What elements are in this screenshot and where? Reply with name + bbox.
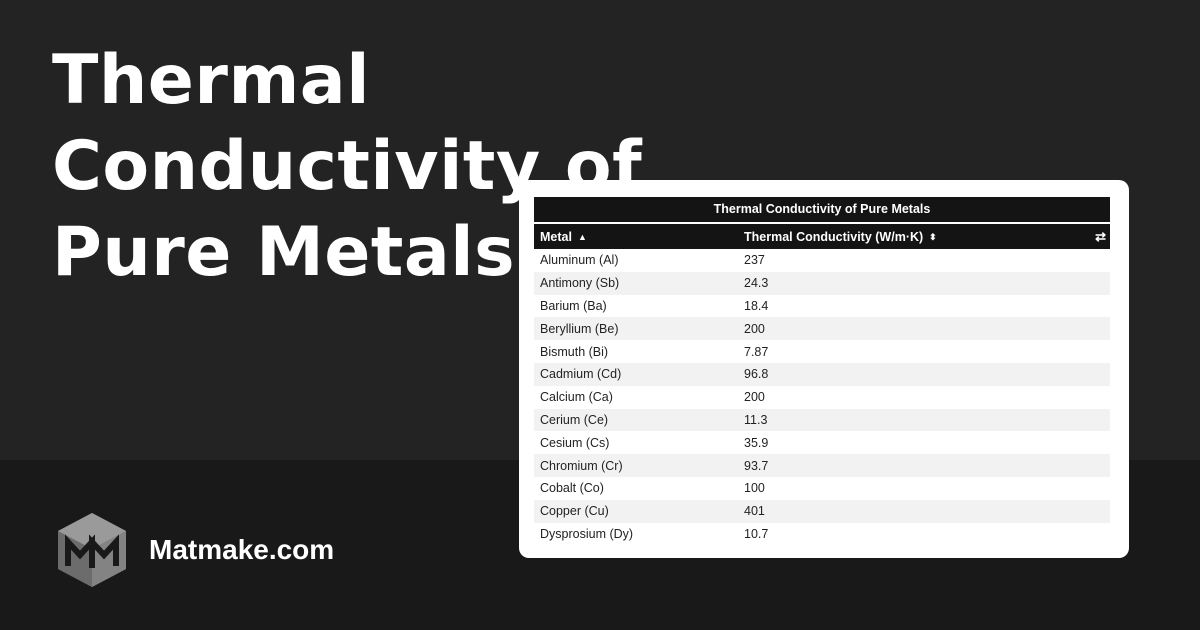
table-row: Cadmium (Cd) 96.8 xyxy=(534,362,1110,386)
column-header-metal-label: Metal xyxy=(540,229,572,244)
table-row: Bismuth (Bi) 7.87 xyxy=(534,340,1110,363)
column-header-thermal-conductivity-label: Thermal Conductivity (W/m·K) xyxy=(744,229,924,244)
metal-cell: Aluminum (Al) xyxy=(540,253,619,268)
swap-arrows-icon[interactable]: ⇄ xyxy=(1095,228,1106,244)
conductivity-cell: 200 xyxy=(738,317,1110,341)
table-body: Aluminum (Al) 237 Antimony (Sb) 24.3 Barium … xyxy=(534,249,1110,545)
conductivity-cell: 237 xyxy=(744,253,765,268)
conductivity-cell: 100 xyxy=(744,481,765,496)
brand: Matmake.com xyxy=(55,510,334,590)
table-row: Beryllium (Be) 200 xyxy=(534,317,1110,341)
conductivity-cell: 35.9 xyxy=(744,435,769,450)
metal-cell: Antimony (Sb) xyxy=(534,271,738,295)
metal-cell: Copper (Cu) xyxy=(534,499,738,523)
table-row: Aluminum (Al) 237 xyxy=(534,249,1110,272)
conductivity-cell: 96.8 xyxy=(738,362,1110,386)
table-row: Chromium (Cr) 93.7 xyxy=(534,454,1110,477)
conductivity-cell: 200 xyxy=(744,390,765,405)
metal-cell: Cerium (Ce) xyxy=(534,408,738,432)
brand-name[interactable]: Matmake.com xyxy=(149,534,335,565)
metal-cell: Calcium (Ca) xyxy=(540,390,613,405)
column-header-metal[interactable]: Metal ▲ xyxy=(534,224,738,249)
conductivity-cell: 24.3 xyxy=(738,271,1110,295)
page-title: Thermal Conductivity of Pure Metals xyxy=(52,38,872,296)
table-row: Dysprosium (Dy) 10.7 xyxy=(534,523,1110,546)
conductivity-cell: 10.7 xyxy=(744,526,769,541)
metal-cell: Cesium (Cs) xyxy=(540,435,610,450)
table-row: Barium (Ba) 18.4 xyxy=(534,295,1110,318)
sort-both-icon: ⬍ xyxy=(929,231,937,242)
table-row: Cesium (Cs) 35.9 xyxy=(534,431,1110,454)
cube-m-logo-icon xyxy=(58,513,126,587)
data-table: Thermal Conductivity of Pure Metals Meta… xyxy=(534,197,1110,545)
metal-cell: Cadmium (Cd) xyxy=(534,362,738,386)
table-row: Antimony (Sb) 24.3 xyxy=(534,271,1110,295)
sort-ascending-icon: ▲ xyxy=(577,231,587,242)
header-row: Metal ▲ Thermal Conductivity (W/m·K) ⬍ ⇄ xyxy=(534,224,1110,249)
table-card: Thermal Conductivity of Pure Metals Meta… xyxy=(519,180,1129,558)
table-caption: Thermal Conductivity of Pure Metals xyxy=(534,197,1110,224)
metal-cell: Beryllium (Be) xyxy=(534,317,738,341)
metal-cell: Chromium (Cr) xyxy=(534,454,738,477)
page-title-line-2: Pure Metals xyxy=(52,213,516,292)
column-header-thermal-conductivity[interactable]: Thermal Conductivity (W/m·K) ⬍ ⇄ xyxy=(738,224,1110,249)
metal-cell: Cobalt (Co) xyxy=(540,481,604,496)
conductivity-cell: 401 xyxy=(738,499,1110,523)
conductivity-cell: 11.3 xyxy=(738,408,1110,432)
table-row: Calcium (Ca) 200 xyxy=(534,386,1110,409)
metal-cell: Dysprosium (Dy) xyxy=(540,526,634,541)
table-row: Cerium (Ce) 11.3 xyxy=(534,408,1110,432)
conductivity-cell: 7.87 xyxy=(744,344,769,359)
table-row: Copper (Cu) 401 xyxy=(534,499,1110,523)
metal-cell: Bismuth (Bi) xyxy=(540,344,609,359)
metal-cell: Barium (Ba) xyxy=(540,298,607,313)
conductivity-cell: 18.4 xyxy=(744,298,769,313)
conductivity-cell: 93.7 xyxy=(738,454,1110,477)
table-row: Cobalt (Co) 100 xyxy=(534,477,1110,500)
